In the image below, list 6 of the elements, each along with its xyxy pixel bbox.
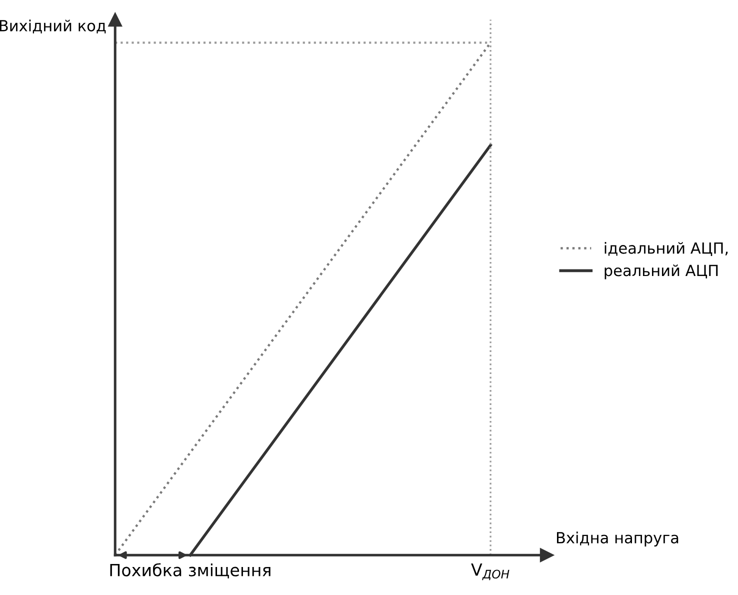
legend-label: реальний АЦП bbox=[604, 264, 718, 280]
x-tick-label: Похибка зміщення bbox=[110, 563, 270, 578]
x-tick-label: V$_{ДОН}$ bbox=[471, 563, 510, 580]
y-axis-title: Вихідний код bbox=[0, 20, 106, 34]
legend-label: ідеальний АЦП, bbox=[604, 242, 728, 256]
x-axis-title: Вхідна напруга bbox=[556, 532, 678, 546]
